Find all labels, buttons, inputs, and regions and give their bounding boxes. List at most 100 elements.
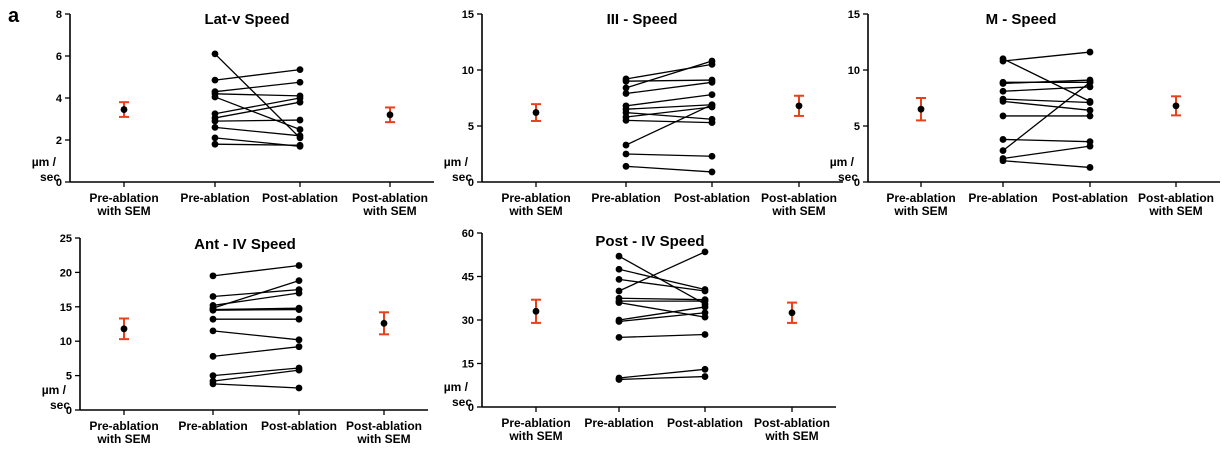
post-ablation-point [1086,48,1094,56]
pre-ablation-point [622,162,630,170]
post-ablation-point [295,289,303,297]
paired-line [212,308,300,311]
panel-label: a [8,5,20,27]
post-ablation-point [1086,112,1094,120]
paired-line [212,280,300,309]
x-tick-label: with SEM [508,429,562,443]
x-tick-label: Post-ablation [674,191,750,205]
y-axis-label: sec [40,170,60,184]
paired-line [1002,79,1091,85]
paired-line [625,153,713,157]
x-tick-label: Post-ablation [1138,191,1214,205]
paired-line [618,251,706,292]
post-ablation-point [701,303,709,311]
x-tick-label: Pre-ablation [591,191,660,205]
pre-mean-point [532,109,540,116]
paired-line [214,97,301,115]
x-tick-label: Pre-ablation [178,419,247,433]
paired-line [625,93,713,107]
paired-line [214,93,301,97]
paired-line [618,312,706,323]
post-ablation-point [295,336,303,344]
post-ablation-point [1086,106,1094,114]
x-tick-label: Post-ablation [1052,191,1128,205]
post-ablation-point [296,78,304,86]
pre-ablation-point [622,150,630,158]
post-ablation-point [701,287,709,295]
x-tick-label: with SEM [508,204,562,218]
y-axis-label: µm / [32,155,57,169]
y-tick-label: 4 [56,93,63,105]
pre-ablation-point [209,293,217,300]
post-ablation-point [701,248,709,256]
post-ablation-point [296,66,304,74]
post-ablation-point [295,343,303,351]
paired-line [1002,160,1091,169]
y-tick-label: 15 [462,359,474,371]
pre-mean-point [120,325,128,333]
post-ablation-point [296,98,304,106]
pre-ablation-point [999,157,1007,165]
pre-ablation-point [999,80,1007,87]
post-ablation-point [1086,78,1094,86]
y-tick-label: 25 [60,233,72,245]
paired-line [618,268,706,291]
x-tick-label: Pre-ablation [501,416,570,430]
paired-line [214,101,301,119]
x-tick-label: Pre-ablation [968,191,1037,205]
x-tick-label: with SEM [771,204,825,218]
post-ablation-point [701,365,709,373]
paired-line [618,306,706,321]
post-ablation-point [1086,99,1094,106]
paired-line [625,111,713,120]
pre-mean-point [917,105,925,113]
pre-ablation-point [999,136,1007,143]
post-ablation-point [296,116,304,124]
y-axis-label: µm / [444,155,469,169]
pre-ablation-point [622,77,630,85]
paired-line [1002,145,1091,160]
chart-title: Post - IV Speed [595,233,704,250]
x-tick-label: Post-ablation [352,191,428,205]
y-tick-label: 60 [462,228,474,240]
pre-ablation-point [615,252,623,260]
post-ablation-point [701,309,709,317]
pre-ablation-point [211,117,219,125]
pre-ablation-point [615,299,623,306]
y-tick-label: 0 [468,402,474,414]
x-tick-label: Post-ablation [754,416,830,430]
post-mean-point [386,111,394,119]
y-tick-label: 0 [66,405,72,417]
y-axis-label: sec [838,170,858,184]
post-ablation-point [708,119,716,127]
post-ablation-point [296,132,304,140]
x-tick-label: with SEM [1148,204,1202,218]
x-tick-label: with SEM [362,204,416,218]
paired-line [214,126,301,137]
post-mean-point [795,102,803,110]
paired-line [625,119,713,124]
pre-ablation-point [209,327,217,335]
paired-line [212,369,300,382]
post-ablation-point [708,57,716,65]
x-tick-label: Post-ablation [667,416,743,430]
post-ablation-point [295,306,303,313]
pre-ablation-point [209,315,217,323]
pre-ablation-point [615,334,623,341]
y-tick-label: 15 [462,9,474,21]
paired-line [625,81,713,95]
x-tick-label: Post-ablation [261,419,337,433]
y-tick-label: 5 [66,371,72,383]
pre-ablation-point [615,276,623,283]
y-axis-label: µm / [444,380,469,394]
post-ablation-point [295,277,303,285]
pre-ablation-point [615,376,623,383]
post-ablation-point [296,141,304,149]
y-tick-label: 20 [60,267,72,279]
paired-line [1002,98,1091,104]
paired-line [214,143,301,146]
x-tick-label: Post-ablation [761,191,837,205]
paired-line [1002,51,1091,62]
pre-ablation-point [999,57,1007,65]
